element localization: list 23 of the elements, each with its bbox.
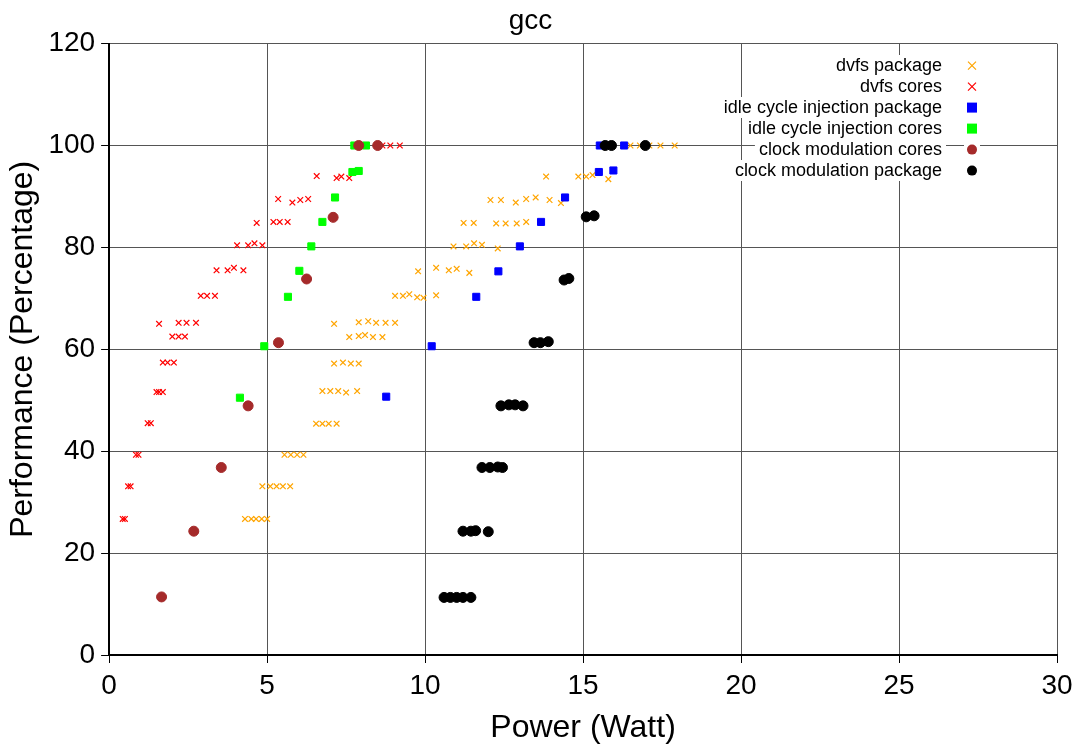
x-axis-title: Power (Watt) — [490, 707, 676, 744]
y-tick-label: 120 — [48, 26, 96, 58]
y-tick-label: 80 — [63, 230, 96, 262]
x-tick-label: 30 — [1041, 668, 1073, 700]
legend-label: idle cycle injection cores — [747, 117, 942, 138]
legend-label: dvfs package — [835, 54, 942, 75]
legend-label: idle cycle injection package — [723, 96, 942, 117]
x-tick-label: 15 — [567, 668, 599, 700]
y-tick-label: 100 — [48, 128, 96, 160]
x-tick-label: 5 — [259, 668, 275, 700]
y-axis-title: Performance (Percentage) — [3, 160, 40, 538]
chart-title: gcc — [508, 3, 553, 35]
y-tick-label: 60 — [63, 332, 96, 364]
x-tick-label: 20 — [725, 668, 757, 700]
legend-label: clock modulation cores — [758, 138, 942, 159]
y-tick-label: 20 — [63, 535, 96, 567]
y-tick-label: 40 — [63, 433, 96, 465]
x-tick-label: 10 — [409, 668, 441, 700]
y-tick-label: 0 — [79, 637, 96, 669]
x-tick-label: 0 — [101, 668, 117, 700]
legend-label: clock modulation package — [734, 159, 942, 180]
x-tick-label: 25 — [883, 668, 915, 700]
legend-label: dvfs cores — [859, 75, 942, 96]
